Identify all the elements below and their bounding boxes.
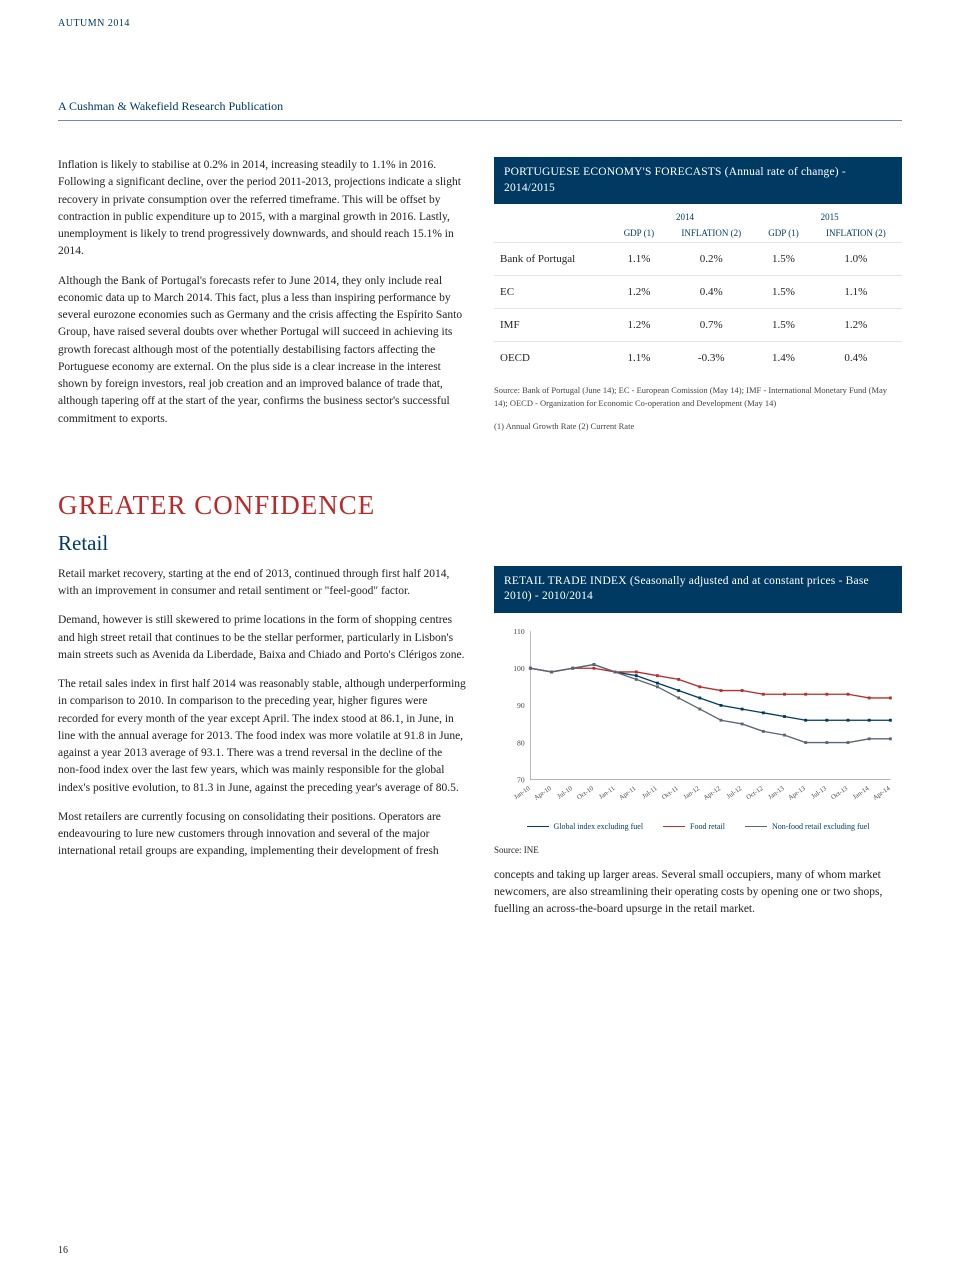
row-v4: 1.0% xyxy=(810,243,902,276)
row-label: EC xyxy=(494,276,613,309)
row-label: IMF xyxy=(494,309,613,342)
row-label: Bank of Portugal xyxy=(494,243,613,276)
col-gdp-2: GDP (1) xyxy=(757,222,809,243)
retail-right-col: RETAIL TRADE INDEX (Seasonally adjusted … xyxy=(494,566,902,931)
intro-p1: Inflation is likely to stabilise at 0.2%… xyxy=(58,157,466,261)
svg-text:Jan-13: Jan-13 xyxy=(767,784,786,800)
retail-p-after: concepts and taking up larger areas. Sev… xyxy=(494,867,902,919)
retail-chart-legend: Global index excluding fuel Food retail No… xyxy=(498,822,898,831)
retail-chart-source: Source: INE xyxy=(494,845,902,855)
section-heading-retail: Retail xyxy=(58,531,902,556)
col-gdp-1: GDP (1) xyxy=(613,222,665,243)
top-left-col: Inflation is likely to stabilise at 0.2%… xyxy=(58,157,466,440)
svg-text:Oct-12: Oct-12 xyxy=(745,785,764,801)
row-v3: 1.5% xyxy=(757,243,809,276)
col-inf-1: INFLATION (2) xyxy=(665,222,757,243)
table-row: Bank of Portugal1.1%0.2%1.5%1.0% xyxy=(494,243,902,276)
row-v1: 1.2% xyxy=(613,309,665,342)
svg-text:Jul-12: Jul-12 xyxy=(726,785,744,800)
retail-p2: Demand, however is still skewered to pri… xyxy=(58,612,466,664)
col-inf-2: INFLATION (2) xyxy=(810,222,902,243)
retail-p3: The retail sales index in first half 201… xyxy=(58,676,466,797)
row-v2: 0.4% xyxy=(665,276,757,309)
top-columns: Inflation is likely to stabilise at 0.2%… xyxy=(58,157,902,440)
legend-item: Global index excluding fuel xyxy=(527,822,644,831)
table-row: OECD1.1%-0.3%1.4%0.4% xyxy=(494,342,902,375)
row-v3: 1.4% xyxy=(757,342,809,375)
svg-text:Apr-12: Apr-12 xyxy=(702,785,722,802)
forecast-table: 2014 2015 GDP (1) INFLATION (2) GDP (1) … xyxy=(494,204,902,374)
svg-text:100: 100 xyxy=(513,664,525,673)
svg-text:Apr-10: Apr-10 xyxy=(533,784,553,801)
svg-text:Apr-11: Apr-11 xyxy=(618,785,637,802)
row-v3: 1.5% xyxy=(757,276,809,309)
svg-text:Jul-10: Jul-10 xyxy=(556,784,574,800)
svg-text:Oct-11: Oct-11 xyxy=(661,785,680,801)
svg-text:Jan-12: Jan-12 xyxy=(682,785,701,801)
retail-p4: Most retailers are currently focusing on… xyxy=(58,809,466,861)
svg-text:Jul-11: Jul-11 xyxy=(641,785,658,800)
row-v2: 0.2% xyxy=(665,243,757,276)
row-v1: 1.2% xyxy=(613,276,665,309)
svg-text:70: 70 xyxy=(517,775,525,784)
row-v2: 0.7% xyxy=(665,309,757,342)
row-v4: 1.2% xyxy=(810,309,902,342)
retail-left-col: Retail market recovery, starting at the … xyxy=(58,566,466,931)
forecast-footnote: (1) Annual Growth Rate (2) Current Rate xyxy=(494,420,902,433)
forecast-panel-title: PORTUGUESE ECONOMY'S FORECASTS (Annual r… xyxy=(494,157,902,204)
retail-chart-box: 708090100110Jan-10Apr-10Jul-10Oct-10Jan-… xyxy=(494,613,902,831)
row-v1: 1.1% xyxy=(613,342,665,375)
top-right-col: PORTUGUESE ECONOMY'S FORECASTS (Annual r… xyxy=(494,157,902,440)
row-v1: 1.1% xyxy=(613,243,665,276)
svg-text:Oct-10: Oct-10 xyxy=(576,784,596,801)
legend-item: Food retail xyxy=(663,822,725,831)
svg-text:80: 80 xyxy=(517,738,525,747)
forecast-year-2015: 2015 xyxy=(757,204,902,222)
svg-text:Oct-13: Oct-13 xyxy=(830,784,850,801)
retail-chart-title: RETAIL TRADE INDEX (Seasonally adjusted … xyxy=(494,566,902,613)
svg-text:Jan-11: Jan-11 xyxy=(598,785,616,801)
row-v2: -0.3% xyxy=(665,342,757,375)
section-heading-confidence: GREATER CONFIDENCE xyxy=(58,490,902,521)
table-row: IMF1.2%0.7%1.5%1.2% xyxy=(494,309,902,342)
svg-text:Jan-14: Jan-14 xyxy=(852,784,871,800)
row-v4: 1.1% xyxy=(810,276,902,309)
svg-text:Apr-13: Apr-13 xyxy=(787,784,807,801)
page-number: 16 xyxy=(58,1245,68,1256)
row-v3: 1.5% xyxy=(757,309,809,342)
row-label: OECD xyxy=(494,342,613,375)
legend-item: Non-food retail excluding fuel xyxy=(745,822,870,831)
svg-text:110: 110 xyxy=(514,627,525,636)
intro-p2: Although the Bank of Portugal's forecast… xyxy=(58,273,466,428)
bottom-columns: Retail market recovery, starting at the … xyxy=(58,566,902,931)
svg-text:Jul-13: Jul-13 xyxy=(810,784,828,800)
header-divider xyxy=(58,120,902,121)
issue-season: AUTUMN 2014 xyxy=(58,18,902,29)
svg-text:Jan-10: Jan-10 xyxy=(513,784,532,800)
svg-text:90: 90 xyxy=(517,701,525,710)
publication-line: A Cushman & Wakefield Research Publicati… xyxy=(58,99,902,114)
forecast-source: Source: Bank of Portugal (June 14); EC -… xyxy=(494,384,902,410)
svg-text:Apr-14: Apr-14 xyxy=(872,784,892,801)
table-row: EC1.2%0.4%1.5%1.1% xyxy=(494,276,902,309)
forecast-year-2014: 2014 xyxy=(613,204,758,222)
retail-p1: Retail market recovery, starting at the … xyxy=(58,566,466,601)
retail-line-chart: 708090100110Jan-10Apr-10Jul-10Oct-10Jan-… xyxy=(498,613,898,813)
row-v4: 0.4% xyxy=(810,342,902,375)
